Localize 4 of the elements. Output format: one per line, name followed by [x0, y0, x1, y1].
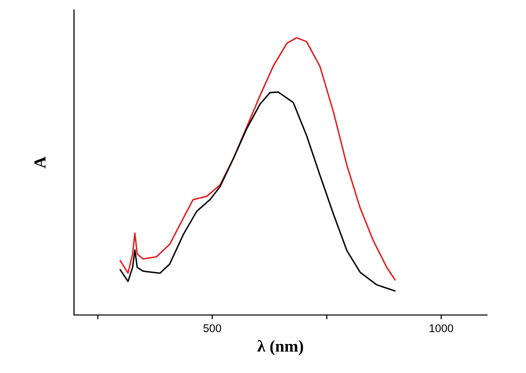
x-tick-label: 500: [203, 324, 222, 332]
y-axis-title: A: [34, 156, 46, 168]
x-tick-label: 1000: [430, 324, 454, 332]
x-axis-title: λ (nm): [257, 340, 304, 356]
